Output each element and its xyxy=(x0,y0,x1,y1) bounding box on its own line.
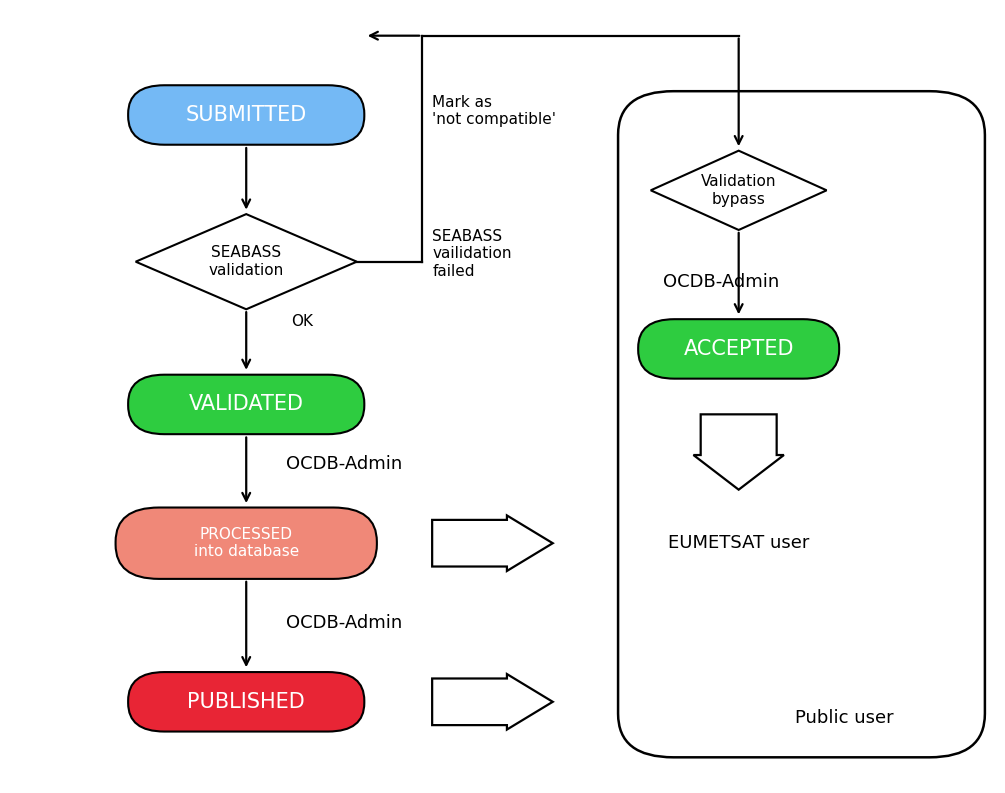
Text: Mark as
'not compatible': Mark as 'not compatible' xyxy=(432,95,556,127)
Text: OCDB-Admin: OCDB-Admin xyxy=(663,273,780,290)
Text: Validation
bypass: Validation bypass xyxy=(700,174,777,206)
Polygon shape xyxy=(693,414,784,489)
Text: OCDB-Admin: OCDB-Admin xyxy=(286,455,403,473)
FancyBboxPatch shape xyxy=(129,672,365,731)
Polygon shape xyxy=(651,151,826,230)
FancyBboxPatch shape xyxy=(638,319,839,378)
Polygon shape xyxy=(136,214,357,309)
Text: Public user: Public user xyxy=(795,709,893,726)
Text: ACCEPTED: ACCEPTED xyxy=(683,339,794,359)
Text: SEABASS
vailidation
failed: SEABASS vailidation failed xyxy=(432,229,512,278)
Text: VALIDATED: VALIDATED xyxy=(189,394,304,415)
Text: OCDB-Admin: OCDB-Admin xyxy=(286,614,403,631)
Text: SUBMITTED: SUBMITTED xyxy=(186,105,307,125)
Text: PUBLISHED: PUBLISHED xyxy=(187,691,306,712)
FancyBboxPatch shape xyxy=(129,86,365,144)
Text: OK: OK xyxy=(291,314,314,328)
FancyBboxPatch shape xyxy=(116,508,377,579)
Text: SEABASS
validation: SEABASS validation xyxy=(209,246,283,278)
Polygon shape xyxy=(432,515,553,571)
Text: EUMETSAT user: EUMETSAT user xyxy=(668,534,809,552)
Polygon shape xyxy=(432,674,553,730)
Text: PROCESSED
into database: PROCESSED into database xyxy=(194,527,298,559)
FancyBboxPatch shape xyxy=(129,375,365,434)
